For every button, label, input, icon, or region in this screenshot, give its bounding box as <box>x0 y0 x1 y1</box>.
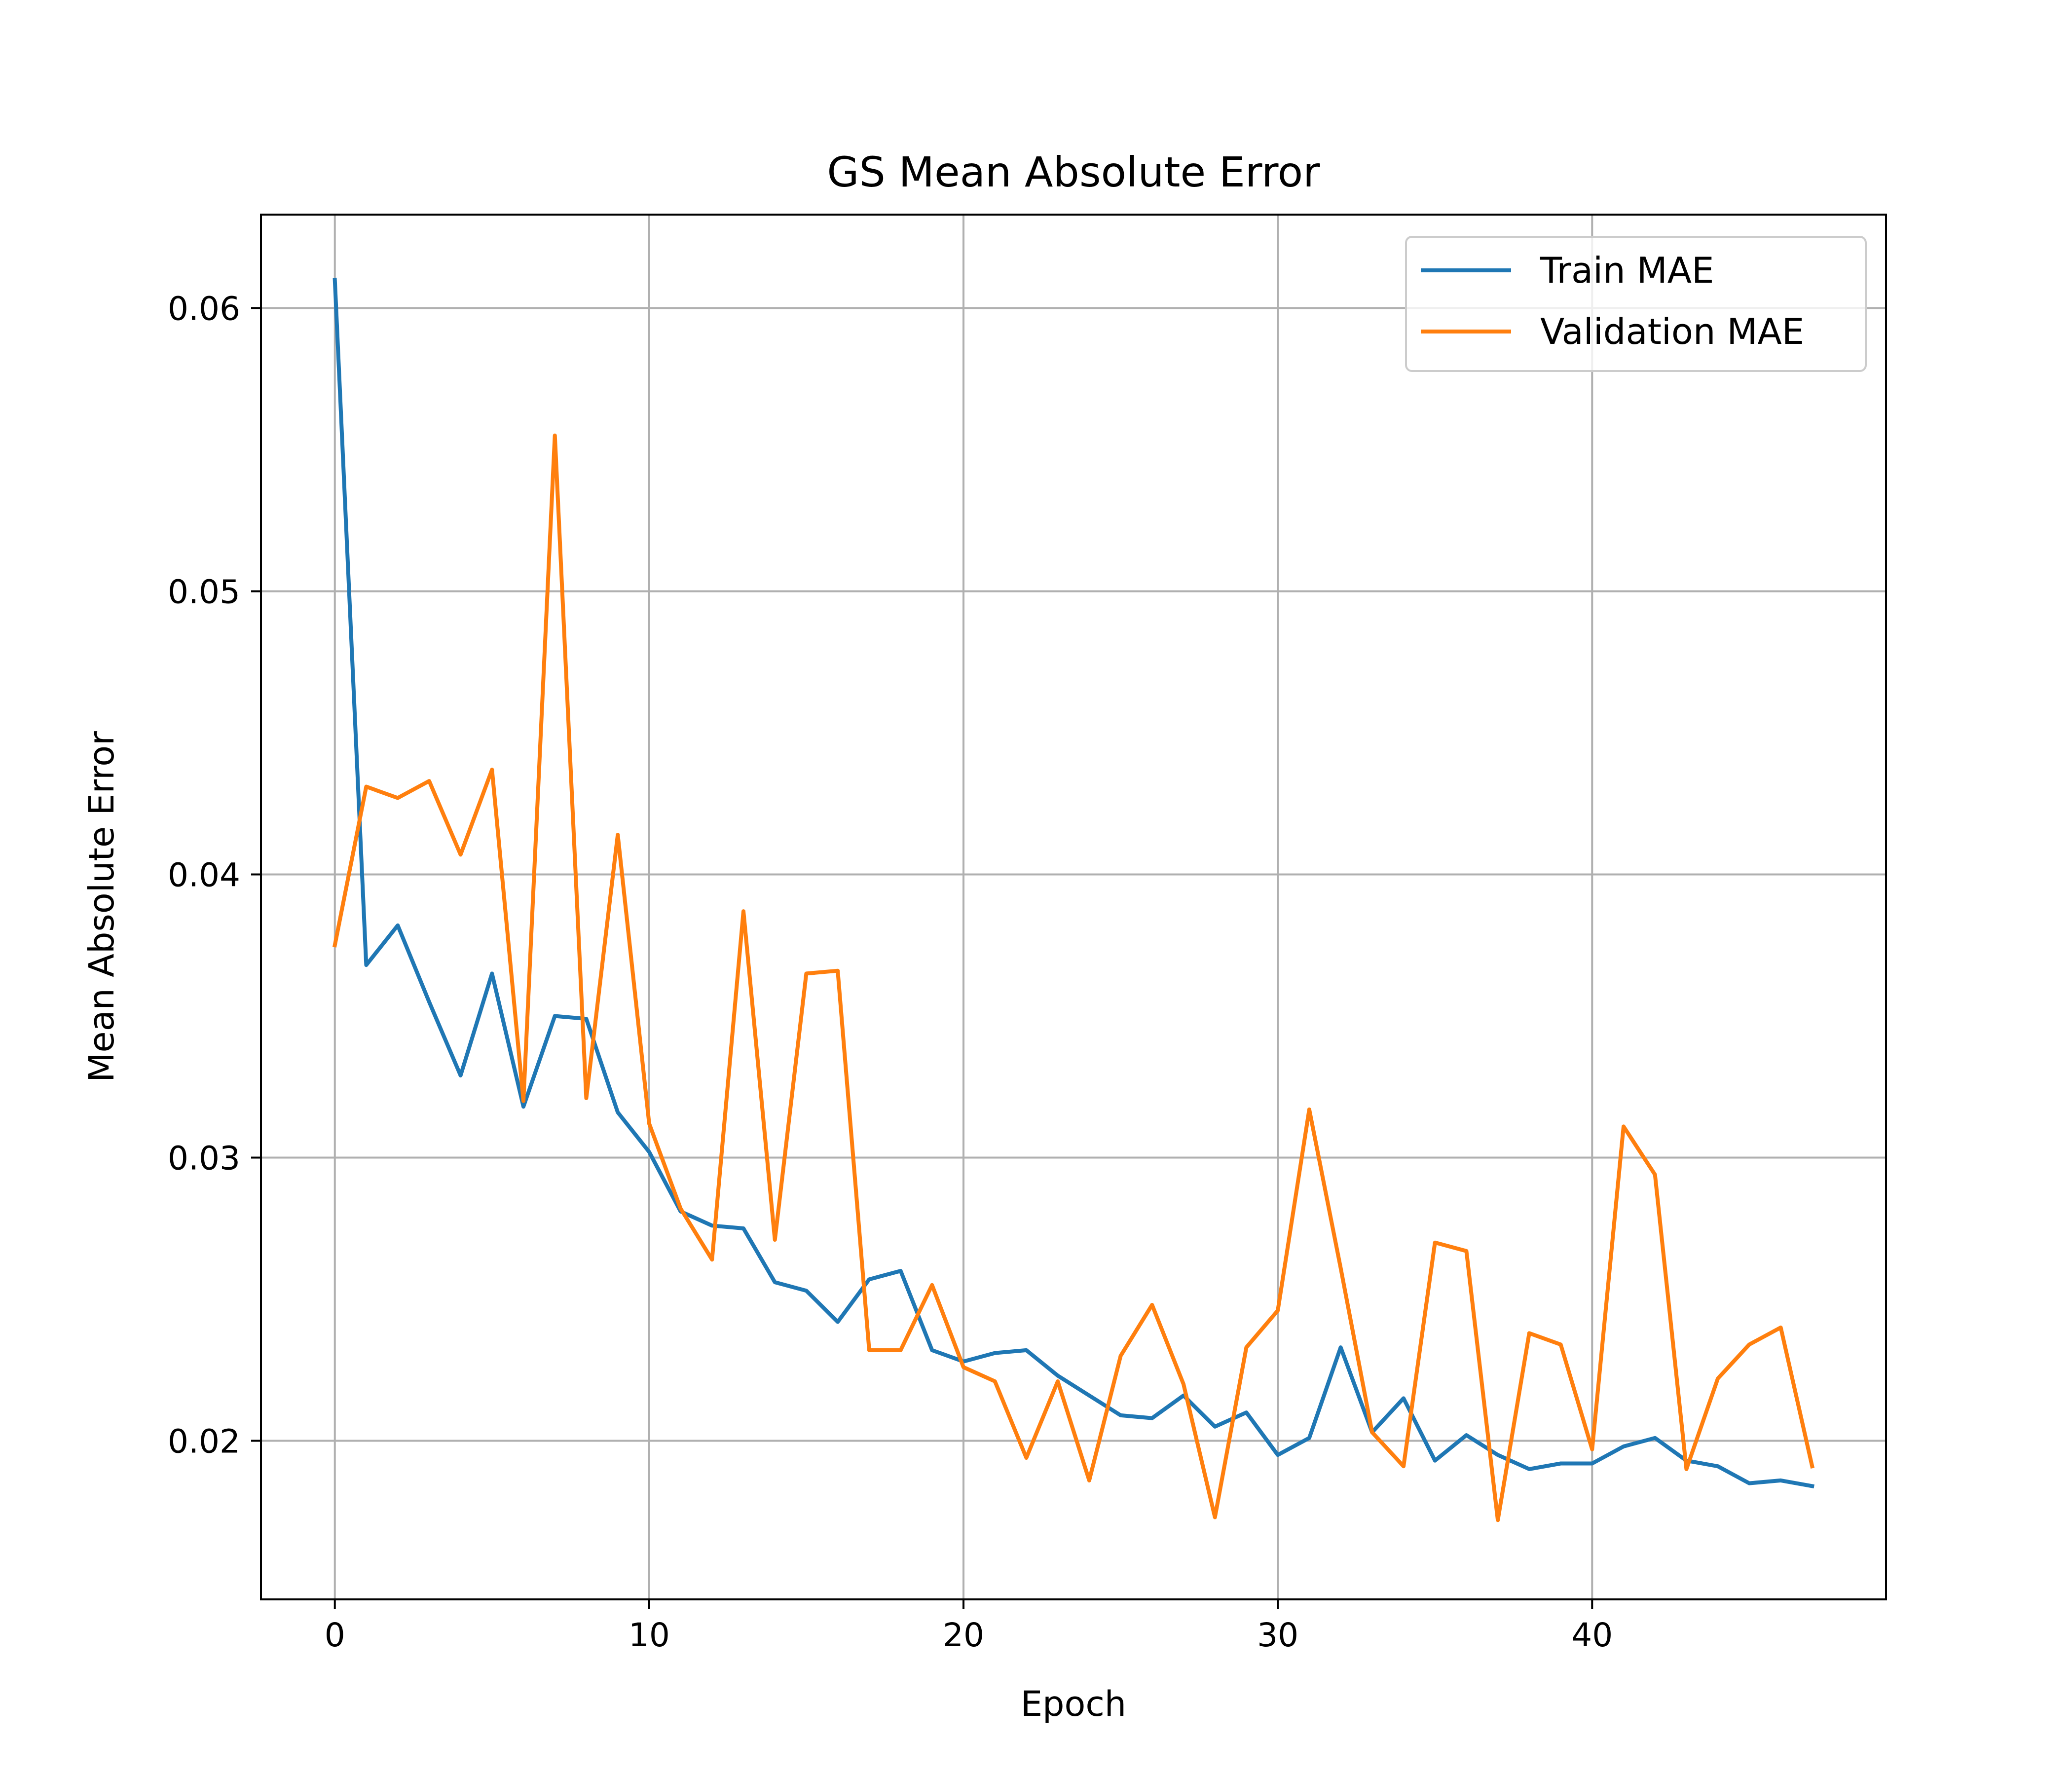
legend-box <box>1405 236 1867 372</box>
y-tick-label: 0.04 <box>168 856 240 894</box>
x-tick-label: 40 <box>1571 1616 1613 1654</box>
legend-label-validation: Validation MAE <box>1540 311 1804 352</box>
x-tick-label: 10 <box>629 1616 670 1654</box>
grid-lines <box>261 215 1886 1599</box>
y-tick-label: 0.05 <box>168 573 240 611</box>
y-tick-label: 0.06 <box>168 290 240 328</box>
x-axis-title: Epoch <box>1021 1684 1126 1724</box>
chart-title: GS Mean Absolute Error <box>827 148 1320 196</box>
plot-area-frame <box>260 214 1887 1600</box>
tick-labels: 0 10 20 30 40 0.02 0.03 0.04 0.05 0.06 <box>168 290 1613 1654</box>
y-tick-label: 0.02 <box>168 1423 240 1461</box>
series-line-validation <box>332 433 1815 1522</box>
x-tick-label: 0 <box>325 1616 345 1654</box>
x-tick-label: 30 <box>1257 1616 1298 1654</box>
y-axis-title: Mean Absolute Error <box>81 731 122 1082</box>
x-tick-label: 20 <box>943 1616 984 1654</box>
legend: Train MAE Validation MAE <box>1405 236 1867 372</box>
series-lines <box>332 277 1815 1522</box>
axis-ticks <box>251 307 1593 1609</box>
y-tick-label: 0.03 <box>168 1140 240 1178</box>
legend-label-train: Train MAE <box>1540 250 1714 291</box>
